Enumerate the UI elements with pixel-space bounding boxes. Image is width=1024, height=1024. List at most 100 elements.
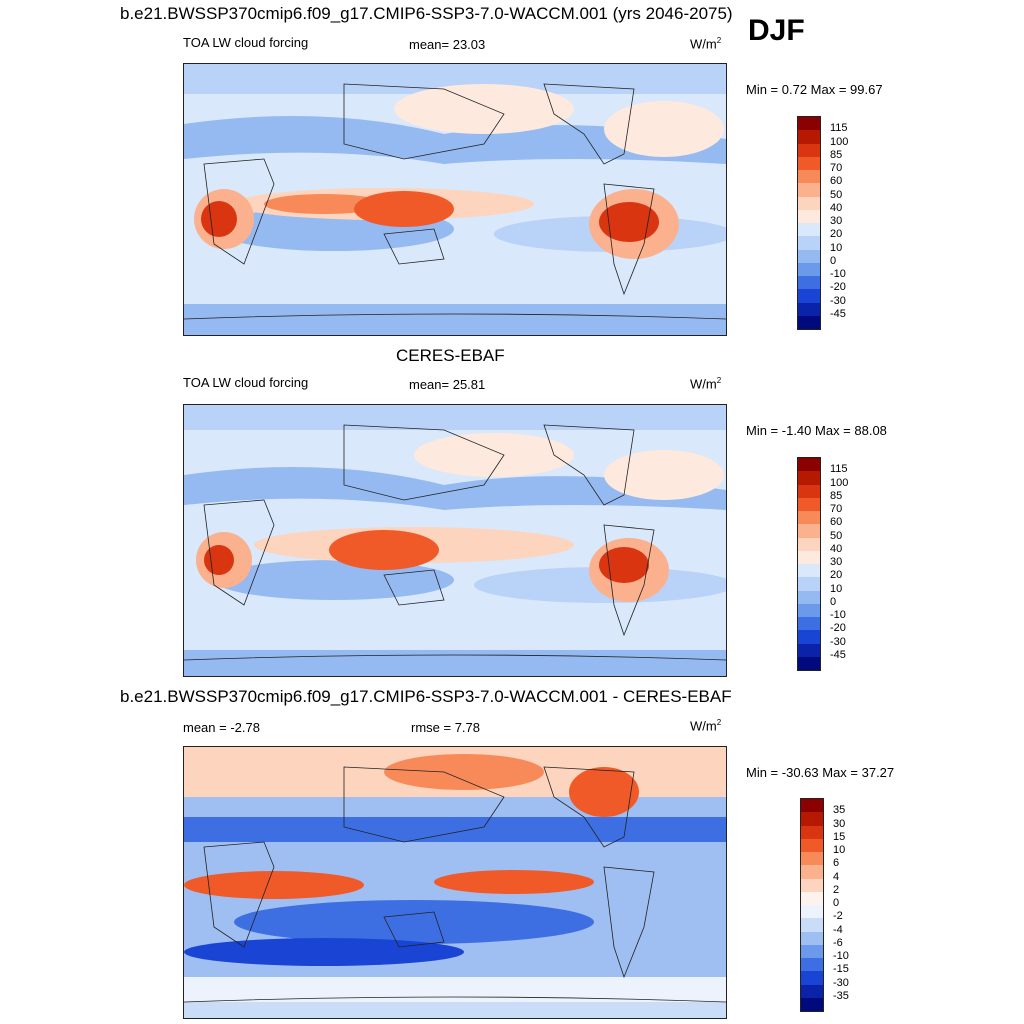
colorbar-tick-label: 30 (830, 556, 843, 568)
colorbar-swatch (798, 289, 820, 303)
colorbar-tick-label: -20 (830, 622, 846, 635)
colorbar-tick-label: 50 (830, 188, 843, 201)
colorbar-tick-label: 115 (830, 122, 848, 135)
colorbar-tick-label: 10 (830, 582, 843, 595)
panel-2-title: CERES-EBAF (396, 346, 505, 365)
colorbar-tick-label: -10 (833, 950, 849, 962)
colorbar-tick-label: -30 (830, 294, 846, 307)
colorbar-swatch (798, 511, 820, 525)
colorbar-swatch (801, 931, 823, 945)
colorbar-tick-label: 0 (830, 595, 837, 608)
panel-3-map (183, 746, 727, 1019)
panel-1-title: b.e21.BWSSP370cmip6.f09_g17.CMIP6-SSP3-7… (120, 4, 733, 23)
colorbar-tick-label: -10 (830, 268, 846, 280)
colorbar-tick-label: -30 (830, 635, 846, 648)
colorbar-tick-label: 0 (833, 897, 840, 909)
panel-2-minmax: Min = -1.40 Max = 88.08 (746, 423, 887, 438)
colorbar-tick-label: 40 (830, 542, 843, 555)
colorbar-swatch (798, 170, 820, 184)
colorbar-swatch (801, 958, 823, 972)
colorbar-swatch (801, 918, 823, 932)
colorbar-swatch (801, 971, 823, 985)
colorbar-swatch (798, 564, 820, 578)
colorbar-tick-label: 2 (833, 883, 840, 896)
colorbar-tick-label: 100 (830, 476, 849, 489)
panel-1-units: W/m2 (690, 36, 722, 52)
panel-3-title: b.e21.BWSSP370cmip6.f09_g17.CMIP6-SSP3-7… (120, 687, 732, 706)
colorbar-tick-label: -6 (833, 936, 843, 949)
colorbar-swatch (798, 656, 820, 670)
colorbar-tick-label: 20 (830, 569, 843, 582)
colorbar-tick-label: 85 (830, 489, 843, 502)
panel-1-variable-label: TOA LW cloud forcing (183, 35, 309, 50)
colorbar-swatch (798, 603, 820, 617)
colorbar-tick-label: 30 (830, 215, 843, 227)
colorbar-swatch (801, 878, 823, 892)
colorbar-swatch (801, 905, 823, 919)
colorbar-swatch (798, 630, 820, 644)
panel-3-rmse-label: rmse = 7.78 (411, 720, 481, 735)
colorbar-swatch (798, 484, 820, 498)
colorbar-swatch (798, 156, 820, 170)
colorbar-tick-label: 20 (830, 228, 843, 241)
colorbar-swatch (798, 117, 820, 131)
colorbar-swatch (798, 577, 820, 591)
colorbar-tick-label: 50 (830, 529, 843, 542)
colorbar-tick-label: 30 (833, 817, 846, 830)
colorbar-swatch (801, 984, 823, 998)
colorbar-tick-label: -2 (833, 910, 843, 923)
colorbar-swatch (798, 471, 820, 485)
colorbar-swatch (798, 183, 820, 197)
colorbar-tick-label: -4 (833, 923, 843, 936)
colorbar-swatch (798, 497, 820, 511)
colorbar-swatch (798, 315, 820, 329)
colorbar-swatch (801, 997, 823, 1011)
panel-2-map (183, 404, 727, 677)
colorbar-swatch (801, 891, 823, 905)
colorbar-swatch (801, 812, 823, 826)
colorbar-swatch (801, 838, 823, 852)
colorbar-tick-label: 100 (830, 135, 849, 148)
colorbar-swatch (798, 236, 820, 250)
colorbar-tick-label: -10 (830, 609, 846, 621)
colorbar-swatch (798, 209, 820, 223)
colorbar-swatch (798, 524, 820, 538)
colorbar-swatch (798, 643, 820, 657)
colorbar-swatch (798, 276, 820, 290)
colorbar-tick-label: 60 (830, 516, 843, 529)
colorbar-swatch (798, 302, 820, 316)
colorbar-swatch (801, 825, 823, 839)
colorbar-swatch (798, 550, 820, 564)
panel-2-mean-label: mean= 25.81 (409, 377, 486, 392)
colorbar-swatch (798, 130, 820, 144)
colorbar-tick-label: -30 (833, 976, 849, 989)
colorbar-tick-label: -35 (833, 989, 849, 1002)
colorbar-tick-label: 85 (830, 148, 843, 161)
colorbar-tick-label: 70 (830, 162, 843, 174)
season-label: DJF (748, 14, 805, 47)
panel-2-variable-label: TOA LW cloud forcing (183, 375, 309, 390)
panel-1-mean-label: mean= 23.03 (409, 37, 486, 52)
colorbar-tick-label: 70 (830, 503, 843, 515)
colorbar-swatch (801, 799, 823, 813)
panel-2-units: W/m2 (690, 376, 722, 392)
colorbar-tick-label: -45 (830, 648, 846, 661)
colorbar-swatch (798, 143, 820, 157)
colorbar-tick-label: -20 (830, 281, 846, 294)
colorbar-swatch (798, 223, 820, 237)
colorbar-swatch (798, 590, 820, 604)
colorbar-tick-label: 40 (830, 201, 843, 214)
colorbar-swatch (798, 249, 820, 263)
colorbar-tick-label: 60 (830, 175, 843, 188)
colorbar-tick-label: 10 (833, 844, 846, 856)
colorbar-tick-label: -15 (833, 963, 849, 976)
panel-1-map (183, 63, 727, 336)
panel-1-colorbar (797, 116, 821, 330)
colorbar-swatch (798, 196, 820, 210)
colorbar-tick-label: 10 (830, 241, 843, 254)
colorbar-swatch (801, 852, 823, 866)
colorbar-tick-label: 115 (830, 463, 848, 476)
colorbar-tick-label: -45 (830, 307, 846, 320)
colorbar-tick-label: 0 (830, 254, 837, 267)
colorbar-tick-label: 6 (833, 857, 840, 870)
